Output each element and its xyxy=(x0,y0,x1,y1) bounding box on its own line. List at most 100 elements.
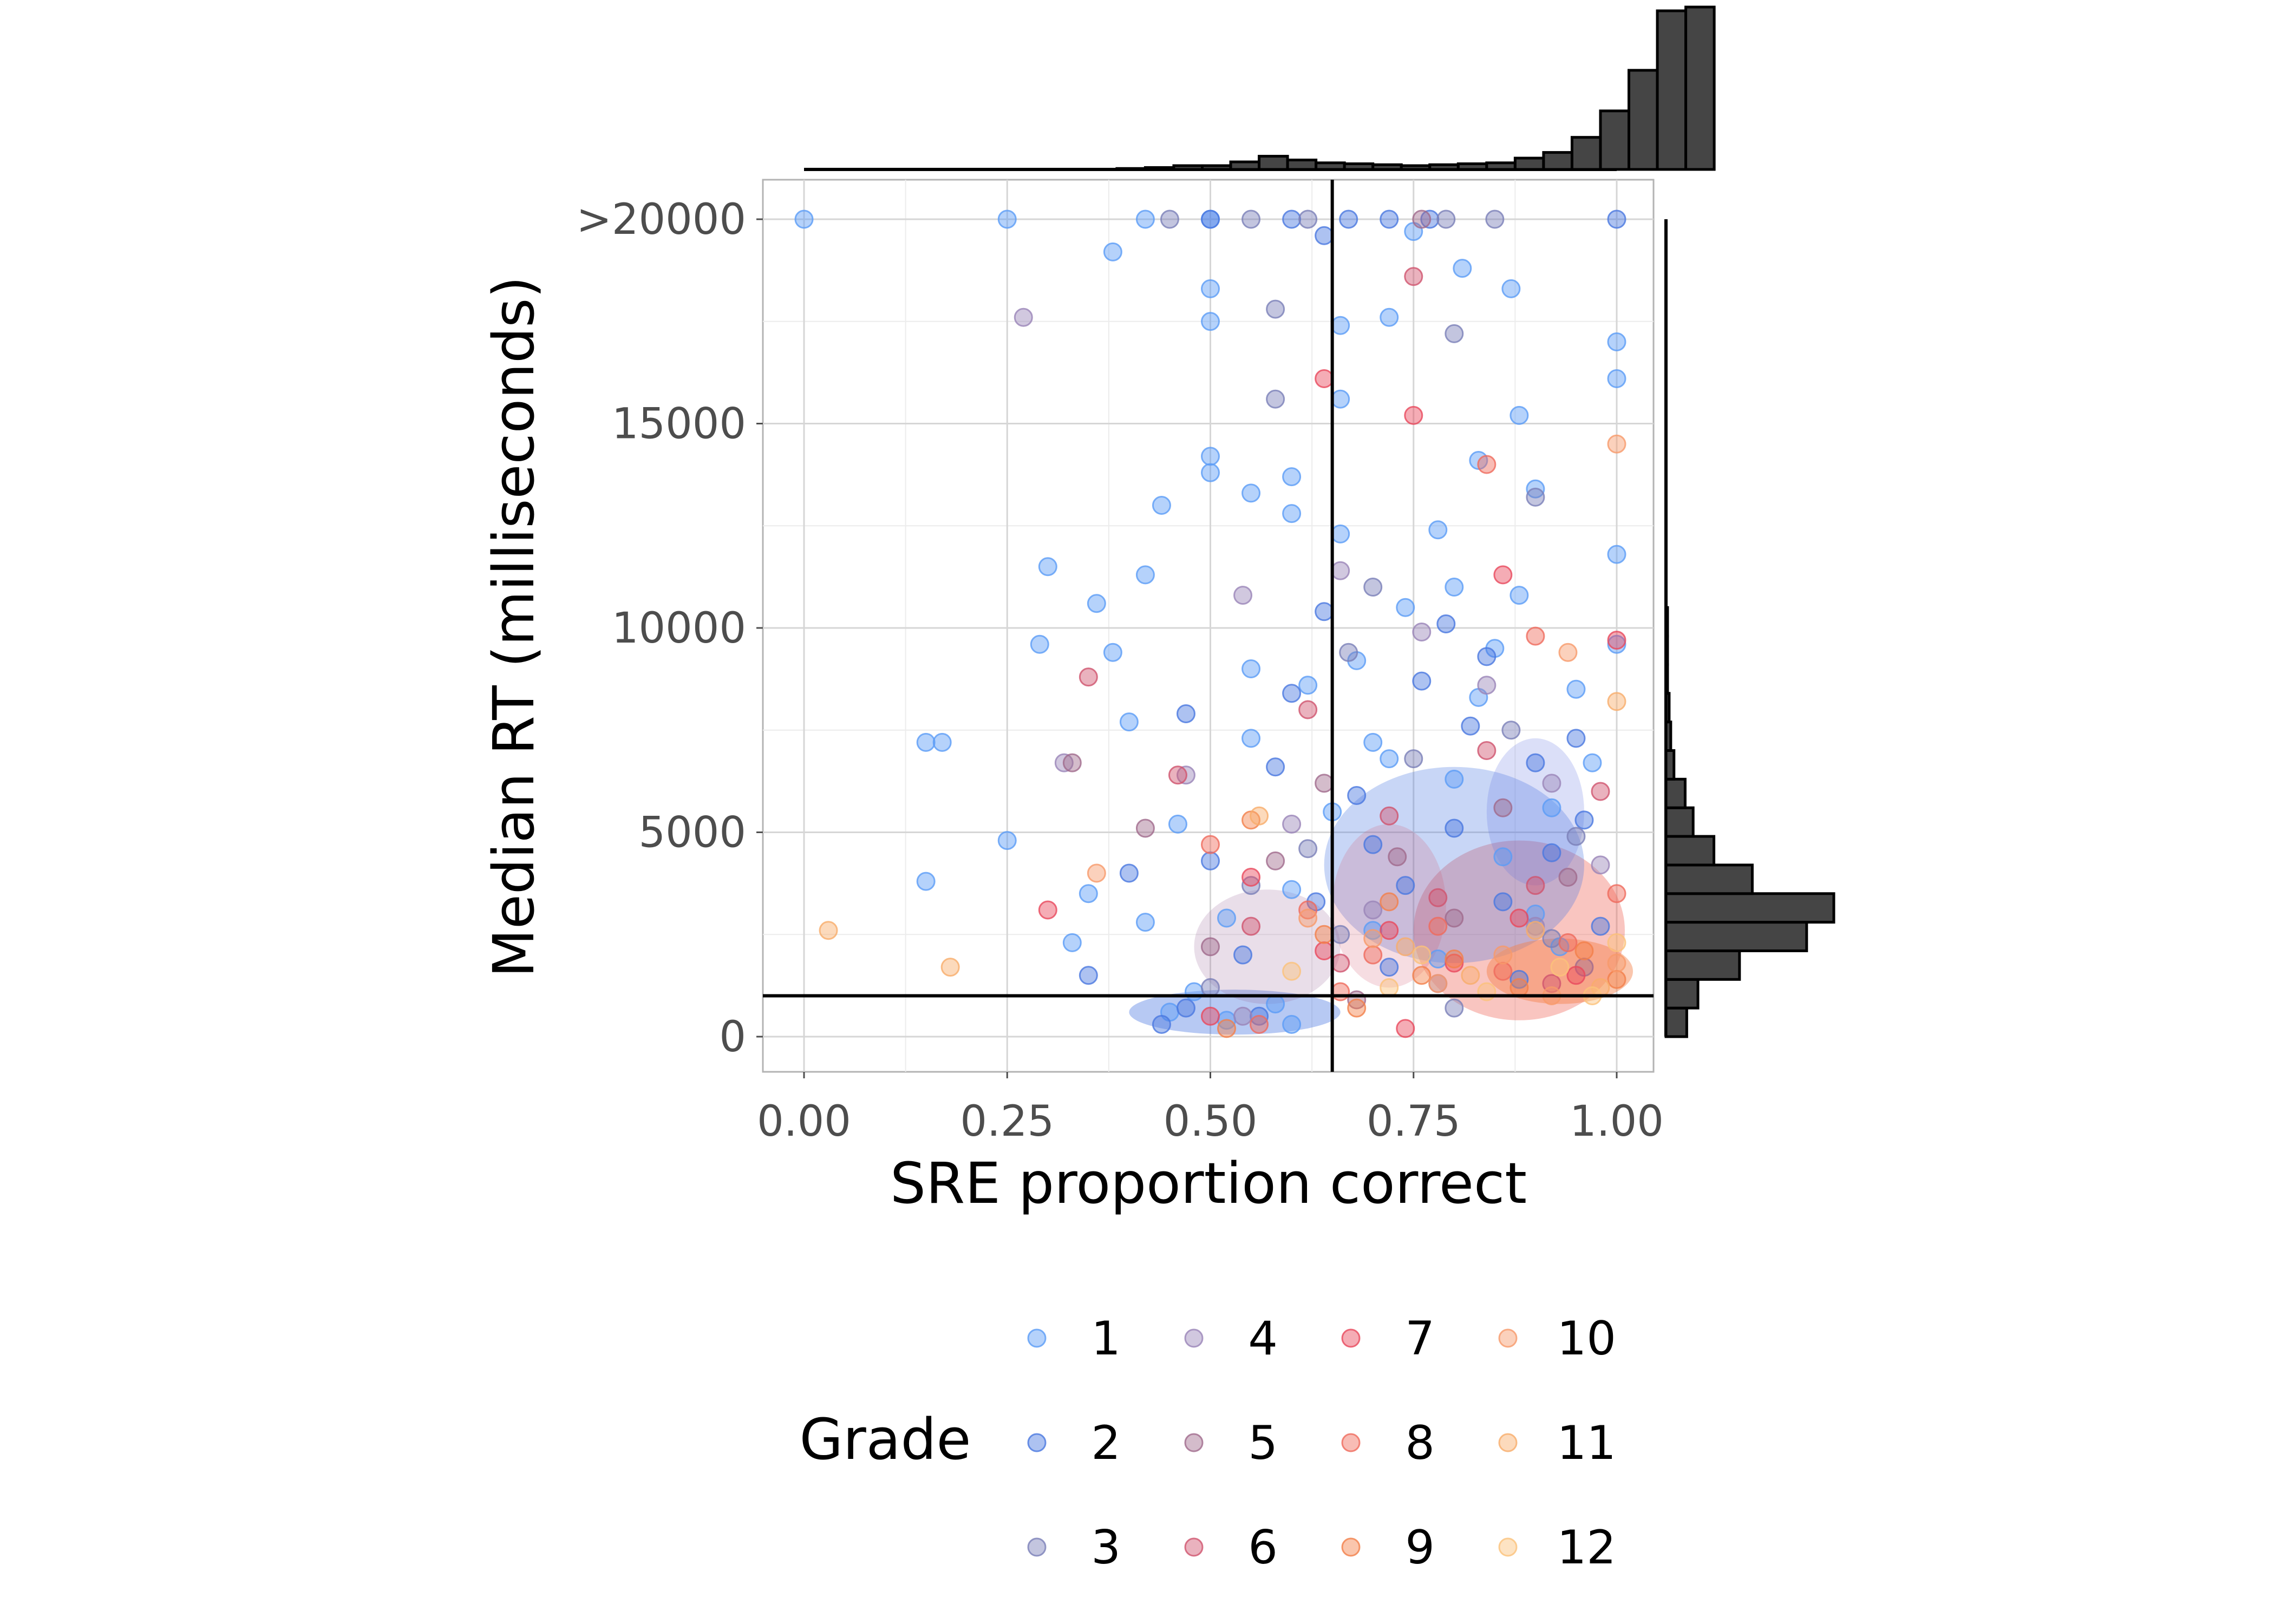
data-point-grade-2 xyxy=(1201,209,1220,229)
data-point-grade-1 xyxy=(1184,982,1204,1001)
data-point-grade-9 xyxy=(1315,925,1334,944)
data-point-grade-2 xyxy=(1339,209,1358,229)
data-point-grade-4 xyxy=(1542,774,1561,793)
data-point-grade-8 xyxy=(1331,982,1350,1001)
y-axis-title: Median RT (milliseconds) xyxy=(481,276,547,978)
data-point-grade-11 xyxy=(1250,806,1269,826)
data-point-grade-1 xyxy=(1380,749,1399,769)
data-point-grade-9 xyxy=(1574,941,1594,960)
y-axis-ticks: 0 5000 10000 15000 >20000 xyxy=(577,195,763,1062)
data-point-grade-1 xyxy=(794,209,814,229)
panel-border xyxy=(762,179,1655,1073)
top-histogram-bar xyxy=(1628,69,1659,171)
data-point-grade-1 xyxy=(1445,578,1464,597)
data-point-grade-1 xyxy=(1380,307,1399,327)
data-point-grade-7 xyxy=(1566,966,1586,985)
right-histogram-bar xyxy=(1664,721,1672,752)
top-histogram-bar xyxy=(1428,163,1460,171)
legend-title: Grade xyxy=(799,1406,971,1472)
top-histogram-bar xyxy=(1229,160,1261,171)
data-point-grade-7 xyxy=(1380,921,1399,940)
top-histogram-bar xyxy=(1143,166,1175,171)
data-point-grade-4 xyxy=(1363,900,1383,920)
data-point-grade-1 xyxy=(1201,279,1220,298)
data-point-grade-1 xyxy=(1282,1014,1302,1034)
top-histogram-bar xyxy=(1513,156,1545,171)
data-point-grade-1 xyxy=(1282,880,1302,899)
data-point-grade-12 xyxy=(1282,961,1302,981)
data-point-grade-1 xyxy=(1566,679,1586,699)
right-histogram-bar xyxy=(1664,692,1671,724)
right-histogram-bar xyxy=(1664,606,1669,638)
data-point-grade-1 xyxy=(916,732,936,752)
data-point-grade-10 xyxy=(1087,863,1106,883)
data-point-grade-3 xyxy=(1241,209,1261,229)
data-point-grade-1 xyxy=(1298,676,1318,695)
data-point-grade-1 xyxy=(1542,798,1561,817)
legend-swatch-grade-6 xyxy=(1184,1537,1204,1557)
data-point-grade-5 xyxy=(1388,847,1407,867)
data-point-grade-1 xyxy=(1331,316,1350,335)
data-point-grade-7 xyxy=(1201,1006,1220,1026)
data-point-grade-10 xyxy=(1298,908,1318,928)
data-point-grade-7 xyxy=(1404,405,1423,425)
top-histogram-bar xyxy=(1315,161,1346,171)
legend-label-grade-7: 7 xyxy=(1405,1312,1435,1366)
data-point-grade-9 xyxy=(1347,998,1367,1018)
data-point-grade-5 xyxy=(1062,753,1082,772)
data-point-grade-3 xyxy=(1445,324,1464,343)
data-point-grade-5 xyxy=(1135,818,1155,838)
top-histogram-bar xyxy=(1343,162,1375,171)
data-point-grade-6 xyxy=(1591,782,1610,801)
data-point-grade-1 xyxy=(1087,594,1106,613)
x-axis-ticks: 0.00 0.25 0.50 0.75 1.00 xyxy=(757,1072,1664,1146)
data-point-grade-7 xyxy=(1396,1019,1415,1038)
data-point-grade-1 xyxy=(1282,467,1302,487)
data-point-grade-1 xyxy=(1607,545,1626,564)
data-points xyxy=(794,209,1626,1038)
data-point-grade-1 xyxy=(1038,557,1057,577)
right-histogram-bar xyxy=(1664,892,1835,924)
data-point-grade-1 xyxy=(1363,732,1383,752)
data-point-grade-2 xyxy=(1363,835,1383,854)
data-point-grade-1 xyxy=(1583,753,1602,772)
data-point-grade-1 xyxy=(1282,504,1302,523)
data-point-grade-9 xyxy=(1510,978,1529,997)
data-point-grade-2 xyxy=(1347,786,1367,806)
data-point-grade-3 xyxy=(1445,998,1464,1018)
data-point-grade-1 xyxy=(1062,933,1082,952)
legend-label-grade-9: 9 xyxy=(1405,1521,1435,1575)
top-histogram-bar xyxy=(1542,151,1573,171)
right-histogram-bar xyxy=(1664,863,1754,895)
data-point-grade-1 xyxy=(1510,586,1529,605)
data-point-grade-10 xyxy=(1558,643,1578,662)
x-tick-label: 0.75 xyxy=(1367,1097,1461,1146)
right-histogram-bar xyxy=(1664,1006,1688,1038)
data-point-grade-12 xyxy=(1380,978,1399,997)
data-point-grade-1 xyxy=(997,831,1017,850)
legend-swatch-grade-7 xyxy=(1341,1328,1361,1348)
data-point-grade-1 xyxy=(1201,312,1220,331)
data-point-grade-1 xyxy=(1030,634,1049,654)
data-point-grade-2 xyxy=(1591,916,1610,936)
data-point-grade-2 xyxy=(1176,704,1195,724)
data-point-grade-1 xyxy=(1103,643,1122,662)
data-point-grade-7 xyxy=(1038,900,1057,920)
data-point-grade-2 xyxy=(1436,614,1456,633)
right-histogram-bar xyxy=(1664,634,1669,666)
data-point-grade-2 xyxy=(1461,716,1480,736)
data-point-grade-12 xyxy=(1607,933,1626,952)
data-point-grade-12 xyxy=(1477,982,1497,1001)
data-point-grade-1 xyxy=(1241,729,1261,748)
right-histogram-bar xyxy=(1664,978,1700,1010)
legend-label-grade-8: 8 xyxy=(1405,1416,1435,1470)
data-point-grade-2 xyxy=(1152,1014,1171,1034)
data-point-grade-1 xyxy=(1079,884,1098,903)
data-point-grade-2 xyxy=(1574,810,1594,830)
top-histogram-bar xyxy=(1286,159,1318,171)
x-tick-label: 0.00 xyxy=(757,1097,851,1146)
top-histogram-bar xyxy=(1570,136,1602,171)
data-point-grade-1 xyxy=(1168,814,1187,834)
data-point-grade-8 xyxy=(1607,884,1626,903)
